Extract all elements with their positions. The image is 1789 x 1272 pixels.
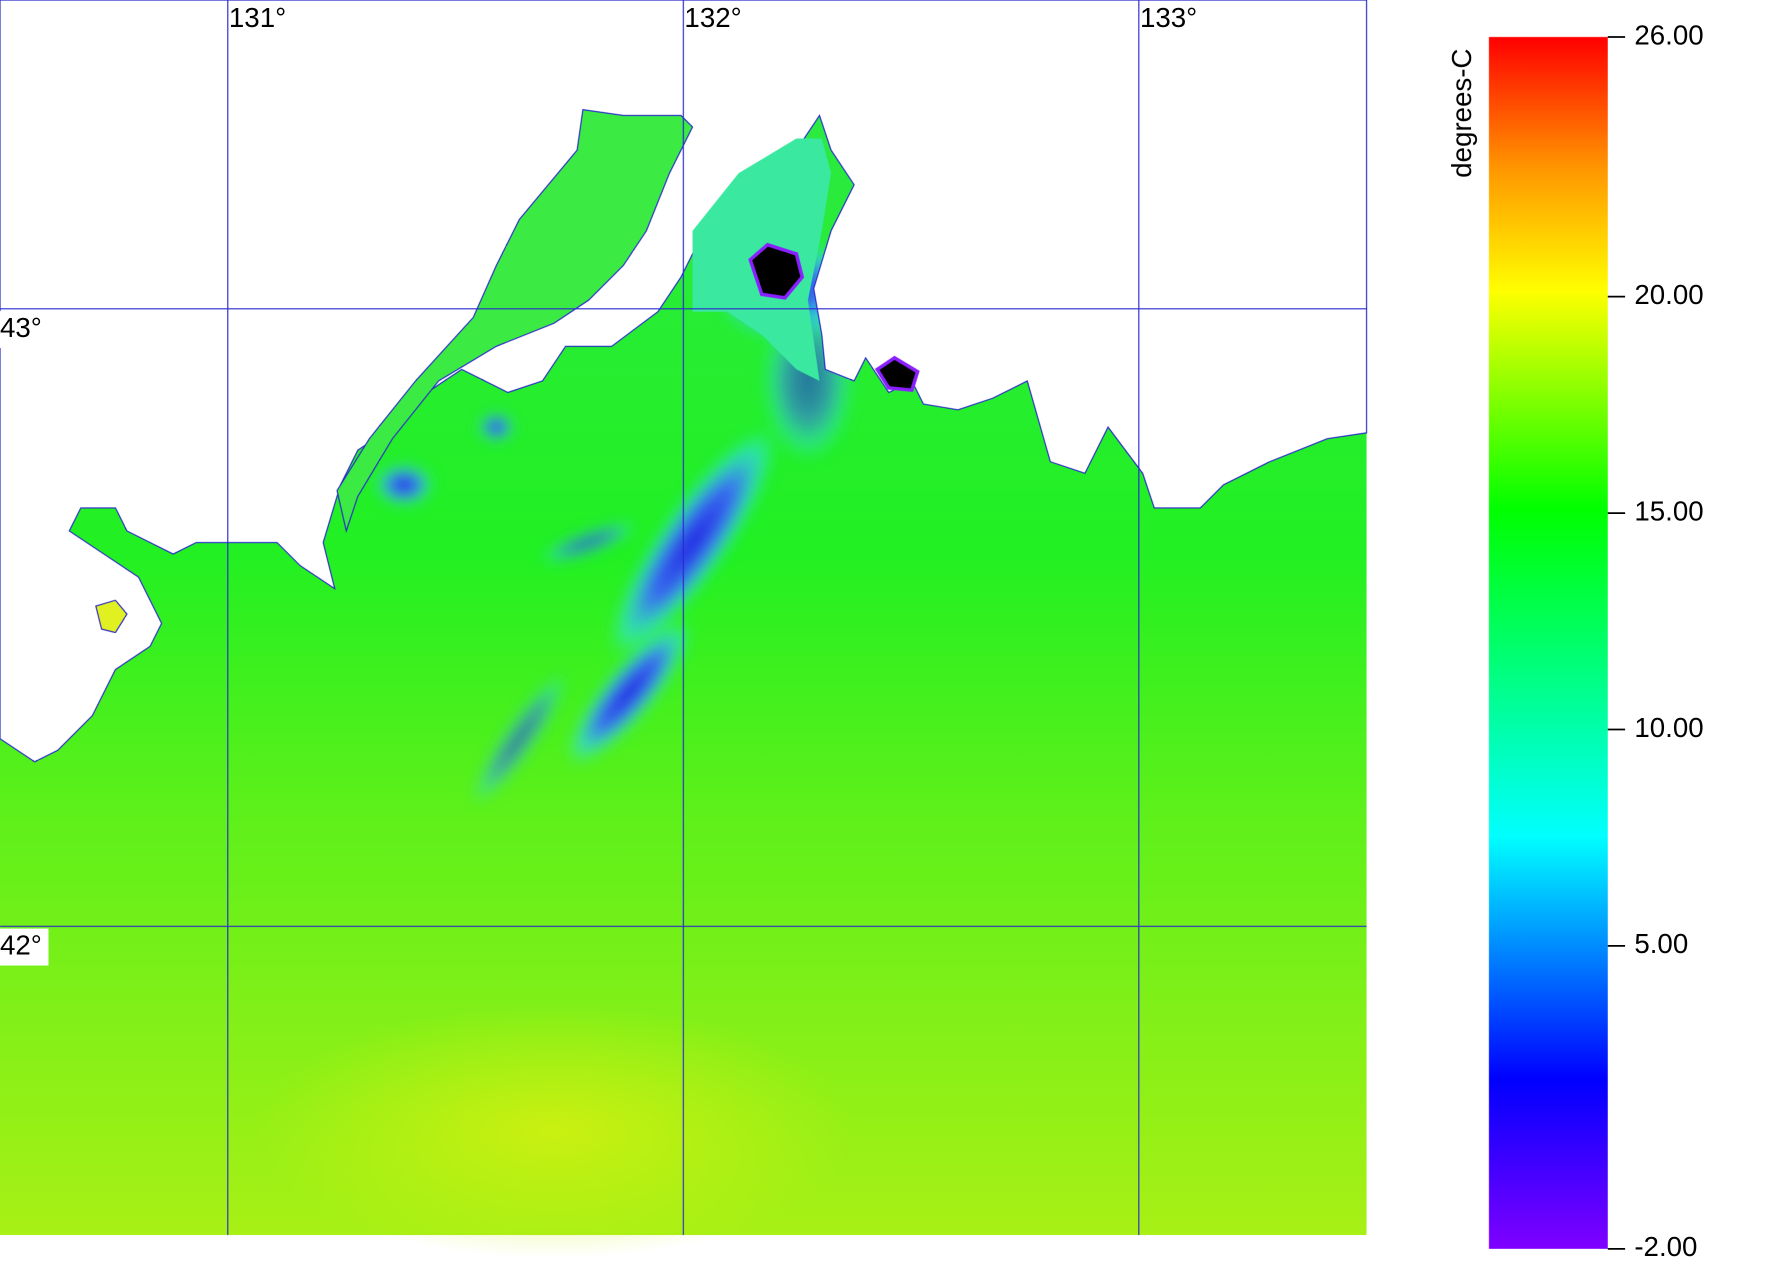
graticule (0, 0, 1367, 1236)
longitude-label: 131° (229, 2, 286, 33)
colorbar-tick-label: -2.00 (1634, 1231, 1697, 1262)
latitude-label: 42° (0, 929, 42, 960)
colorbar-tick-label: 10.00 (1634, 712, 1703, 743)
cold-spot (874, 355, 920, 393)
colorbar-label: degrees-C (1446, 49, 1477, 178)
latitude-label-bg (0, 928, 49, 966)
longitude-label: 133° (1140, 2, 1197, 33)
warm-area (253, 1004, 855, 1259)
longitude-label: 132° (684, 2, 741, 33)
land (0, 0, 1368, 763)
warm-spot (95, 599, 128, 634)
amur-bay (336, 109, 694, 534)
cold-spot (748, 242, 805, 300)
latitude-label: 43° (0, 312, 42, 343)
colorbar (1488, 36, 1608, 1249)
sst-map (0, 0, 1368, 1259)
latitude-label-bg (0, 311, 49, 349)
colorbar-tick-label: 15.00 (1634, 495, 1703, 526)
colorbar-tick-label: 5.00 (1634, 928, 1688, 959)
colorbar-tick-label: 20.00 (1634, 279, 1703, 310)
colorbar-tick-label: 26.00 (1634, 19, 1703, 50)
